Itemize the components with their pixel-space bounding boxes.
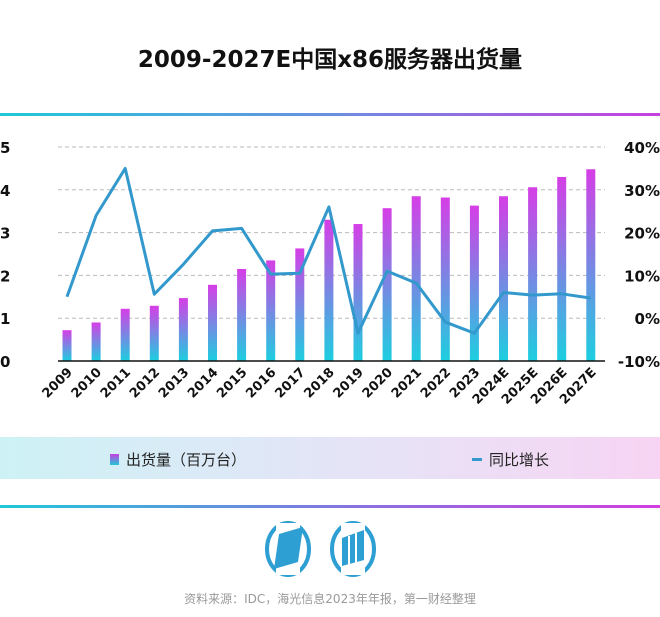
- x-tick-label: 2013: [156, 365, 192, 401]
- x-tick-label: 2021: [389, 365, 425, 401]
- bar: [62, 330, 72, 361]
- yicai-logo: [265, 521, 376, 577]
- legend: 出货量（百万台） 同比增长: [0, 437, 660, 479]
- bar: [528, 187, 538, 361]
- x-tick-label: 2015: [214, 365, 250, 401]
- x-tick-label: 2020: [360, 365, 396, 401]
- right-tick-label: 40%: [624, 139, 660, 157]
- x-tick-label: 2010: [69, 365, 105, 401]
- bar: [237, 268, 247, 361]
- left-tick-label: 2: [0, 267, 10, 285]
- bar: [411, 196, 421, 361]
- left-tick-label: 5: [0, 139, 10, 157]
- x-tick-label: 2011: [98, 365, 134, 401]
- bar: [469, 205, 479, 361]
- source-note: 资料来源：IDC，海光信息2023年年报，第一财经整理: [184, 592, 476, 606]
- legend-label: 出货量（百万台）: [126, 451, 247, 469]
- bottom-divider: [0, 505, 660, 508]
- bar: [120, 308, 130, 361]
- chart-svg: 0 1 2 3 4 5 -10% 0% 10% 20% 30% 40% 2009201020112012…: [0, 139, 660, 408]
- line-swatch-icon: [472, 458, 482, 461]
- right-tick-label: 10%: [624, 267, 660, 285]
- bar: [208, 284, 217, 361]
- bar: [440, 197, 450, 361]
- x-tick-label: 2014: [185, 365, 221, 401]
- x-tick-label: 2009: [40, 365, 76, 401]
- right-tick-label: -10%: [618, 353, 660, 371]
- bar: [586, 169, 596, 361]
- x-tick-label: 2012: [127, 365, 163, 401]
- chart-title: 2009-2027E中国x86服务器出货量: [137, 47, 523, 73]
- right-tick-label: 20%: [624, 225, 660, 243]
- bar: [324, 219, 334, 361]
- left-tick-label: 3: [0, 225, 10, 243]
- bar: [91, 322, 101, 361]
- bar: [557, 176, 567, 361]
- top-divider: [0, 113, 660, 116]
- right-tick-label: 30%: [624, 182, 660, 200]
- bar: [382, 208, 392, 361]
- right-tick-label: 0%: [635, 310, 660, 328]
- bar: [353, 224, 363, 361]
- x-tick-label: 2016: [243, 365, 279, 401]
- left-tick-label: 0: [0, 353, 10, 371]
- x-tick-label: 2017: [272, 365, 308, 401]
- bar-swatch-icon: [110, 454, 119, 465]
- legend-label: 同比增长: [489, 451, 550, 469]
- legend-item-shipments: 出货量（百万台）: [110, 449, 246, 470]
- left-tick-label: 4: [0, 182, 10, 200]
- bar: [266, 260, 276, 361]
- left-tick-label: 1: [0, 310, 10, 328]
- bar: [499, 196, 508, 361]
- legend-item-growth: 同比增长: [472, 449, 549, 470]
- x-tick-label: 2018: [302, 365, 338, 401]
- x-tick-label: 2022: [418, 365, 454, 401]
- x-tick-label: 2019: [331, 365, 367, 401]
- bar: [178, 298, 188, 361]
- growth-line: [65, 166, 592, 335]
- bar: [295, 248, 305, 361]
- bar: [149, 305, 159, 361]
